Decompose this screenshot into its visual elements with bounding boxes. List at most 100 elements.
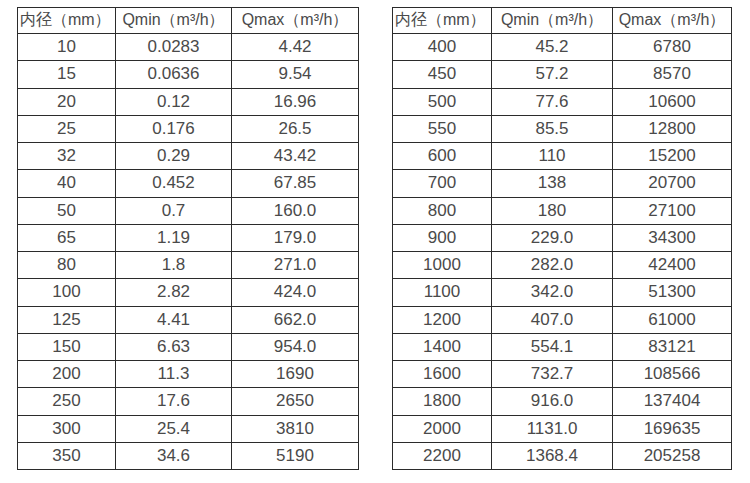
- table-cell: 4.42: [232, 34, 359, 61]
- table-cell: 42400: [613, 252, 732, 279]
- table-cell: 12800: [613, 115, 732, 142]
- table-cell: 500: [393, 88, 492, 115]
- table-cell: 57.2: [492, 61, 613, 88]
- column-header: Qmax（m³/h）: [232, 8, 359, 34]
- table-row: 80018027100: [393, 197, 732, 224]
- table-cell: 2200: [393, 442, 492, 469]
- table-cell: 1100: [393, 279, 492, 306]
- table-cell: 67.85: [232, 170, 359, 197]
- table-row: 50077.610600: [393, 88, 732, 115]
- flow-rate-table-small-diameters: 内径（mm）Qmin（m³/h）Qmax（m³/h） 100.02834.42 1…: [17, 7, 359, 470]
- flow-rate-table-large-diameters: 内径（mm）Qmin（m³/h）Qmax（m³/h） 40045.2678045…: [392, 7, 732, 470]
- table-row: 1002.82424.0: [18, 279, 359, 306]
- table-cell: 110: [492, 143, 613, 170]
- table-cell: 1400: [393, 333, 492, 360]
- table-row: 22001368.4205258: [393, 442, 732, 469]
- table-cell: 9.54: [232, 61, 359, 88]
- table-cell: 20: [18, 88, 116, 115]
- table-cell: 10600: [613, 88, 732, 115]
- table-cell: 4.41: [116, 306, 232, 333]
- table-row: 55085.512800: [393, 115, 732, 142]
- table-row: 1800916.0137404: [393, 388, 732, 415]
- table-cell: 26.5: [232, 115, 359, 142]
- table-row: 1400554.183121: [393, 333, 732, 360]
- table-cell: 160.0: [232, 197, 359, 224]
- table-cell: 450: [393, 61, 492, 88]
- table-cell: 1.8: [116, 252, 232, 279]
- table-cell: 15: [18, 61, 116, 88]
- table-row: 500.7160.0: [18, 197, 359, 224]
- table-row: 320.2943.42: [18, 143, 359, 170]
- table-cell: 1368.4: [492, 442, 613, 469]
- table-row: 25017.62650: [18, 388, 359, 415]
- table-cell: 271.0: [232, 252, 359, 279]
- table-cell: 1200: [393, 306, 492, 333]
- table-row: 400.45267.85: [18, 170, 359, 197]
- table-cell: 125: [18, 306, 116, 333]
- table-row: 30025.43810: [18, 415, 359, 442]
- table-cell: 550: [393, 115, 492, 142]
- table-cell: 3810: [232, 415, 359, 442]
- table-cell: 2.82: [116, 279, 232, 306]
- table-cell: 25: [18, 115, 116, 142]
- table-cell: 600: [393, 143, 492, 170]
- table-cell: 11.3: [116, 361, 232, 388]
- table-cell: 34.6: [116, 442, 232, 469]
- table-cell: 50: [18, 197, 116, 224]
- table-cell: 0.29: [116, 143, 232, 170]
- table-cell: 350: [18, 442, 116, 469]
- table-cell: 5190: [232, 442, 359, 469]
- header-row: 内径（mm）Qmin（m³/h）Qmax（m³/h）: [18, 8, 359, 34]
- table-cell: 0.452: [116, 170, 232, 197]
- table-cell: 954.0: [232, 333, 359, 360]
- table-cell: 916.0: [492, 388, 613, 415]
- column-header: 内径（mm）: [393, 8, 492, 34]
- table-cell: 137404: [613, 388, 732, 415]
- table-row: 1600732.7108566: [393, 361, 732, 388]
- table-cell: 108566: [613, 361, 732, 388]
- header-row: 内径（mm）Qmin（m³/h）Qmax（m³/h）: [393, 8, 732, 34]
- table-cell: 51300: [613, 279, 732, 306]
- spec-table-left-wrapper: 内径（mm）Qmin（m³/h）Qmax（m³/h） 100.02834.42 1…: [17, 7, 358, 470]
- table-row: 35034.65190: [18, 442, 359, 469]
- table-cell: 342.0: [492, 279, 613, 306]
- table-cell: 0.0283: [116, 34, 232, 61]
- table-header: 内径（mm）Qmin（m³/h）Qmax（m³/h）: [18, 8, 359, 34]
- table-cell: 34300: [613, 224, 732, 251]
- table-row: 20011.31690: [18, 361, 359, 388]
- table-cell: 20700: [613, 170, 732, 197]
- table-cell: 150: [18, 333, 116, 360]
- table-row: 900229.034300: [393, 224, 732, 251]
- table-cell: 180: [492, 197, 613, 224]
- table-cell: 0.12: [116, 88, 232, 115]
- column-header: Qmin（m³/h）: [492, 8, 613, 34]
- table-cell: 61000: [613, 306, 732, 333]
- table-cell: 424.0: [232, 279, 359, 306]
- table-cell: 17.6: [116, 388, 232, 415]
- table-cell: 8570: [613, 61, 732, 88]
- table-cell: 1000: [393, 252, 492, 279]
- table-cell: 250: [18, 388, 116, 415]
- table-cell: 732.7: [492, 361, 613, 388]
- table-cell: 15200: [613, 143, 732, 170]
- table-cell: 27100: [613, 197, 732, 224]
- table-cell: 6.63: [116, 333, 232, 360]
- spec-table-right-wrapper: 内径（mm）Qmin（m³/h）Qmax（m³/h） 40045.2678045…: [392, 7, 731, 470]
- table-cell: 1.19: [116, 224, 232, 251]
- table-cell: 400: [393, 34, 492, 61]
- table-cell: 2000: [393, 415, 492, 442]
- table-cell: 800: [393, 197, 492, 224]
- table-cell: 205258: [613, 442, 732, 469]
- table-cell: 2650: [232, 388, 359, 415]
- table-cell: 700: [393, 170, 492, 197]
- table-cell: 16.96: [232, 88, 359, 115]
- table-cell: 554.1: [492, 333, 613, 360]
- table-cell: 6780: [613, 34, 732, 61]
- table-cell: 10: [18, 34, 116, 61]
- table-body: 100.02834.42150.06369.54200.1216.96250.1…: [18, 34, 359, 470]
- table-cell: 100: [18, 279, 116, 306]
- table-cell: 77.6: [492, 88, 613, 115]
- table-cell: 300: [18, 415, 116, 442]
- table-row: 200.1216.96: [18, 88, 359, 115]
- table-row: 40045.26780: [393, 34, 732, 61]
